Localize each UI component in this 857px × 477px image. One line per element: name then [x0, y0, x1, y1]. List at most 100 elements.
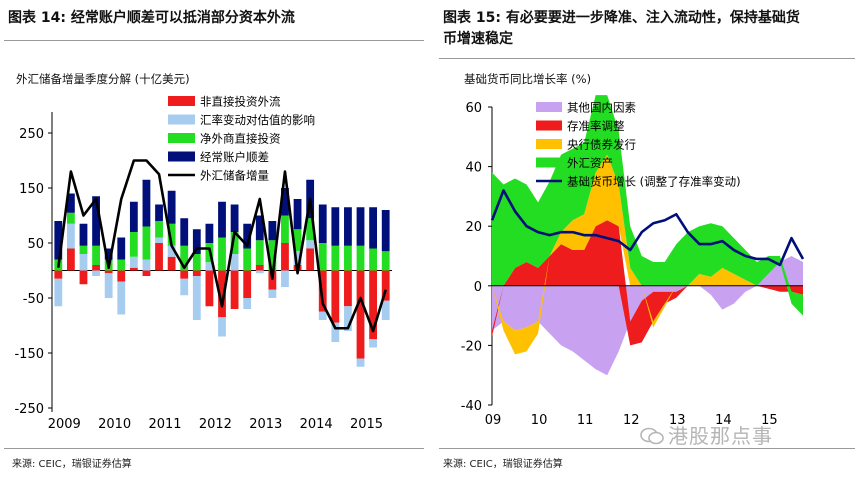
right-x-tick-label: 15: [761, 413, 778, 428]
watermark: 港股那点事: [640, 420, 773, 449]
bar-segment: [318, 243, 327, 271]
right-figure-title-line2: 币增速稳定: [443, 31, 513, 47]
area-series: [492, 220, 803, 346]
bar-segment: [268, 270, 277, 290]
bar-segment: [268, 240, 277, 271]
legend-swatch: [168, 151, 195, 162]
bar-segment: [54, 278, 63, 307]
bar-segment: [192, 270, 201, 276]
bar-segment: [218, 201, 226, 238]
bar-segment: [205, 270, 214, 307]
bar-segment: [92, 196, 100, 246]
left-x-tick-label: 2015: [350, 417, 383, 432]
bar-segment: [192, 276, 201, 320]
bar-segment: [293, 199, 302, 230]
bar-segment: [155, 237, 163, 243]
bar-segment: [318, 204, 327, 243]
legend-label: 基础货币增长 (调整了存准率变动): [567, 175, 741, 189]
bar-segment: [369, 207, 378, 249]
bar-segment: [230, 232, 239, 254]
bar-segment: [243, 248, 252, 271]
bar-segment: [155, 243, 163, 271]
bar-segment: [54, 270, 63, 279]
right-x-tick-label: 12: [623, 413, 640, 428]
left-source-note: 来源: CEIC，瑞银证券估算: [12, 459, 132, 470]
bar-segment: [331, 270, 340, 323]
bar-segment: [205, 262, 214, 271]
base-money-growth-line: [490, 189, 805, 267]
bar-segment: [142, 179, 151, 227]
bar-segment: [268, 221, 277, 241]
bar-segment: [306, 218, 315, 241]
legend-label: 其他国内因素: [567, 101, 636, 115]
bar-segment: [79, 254, 88, 271]
bar-segment: [192, 254, 201, 271]
bar-segment: [344, 306, 352, 331]
bar-segment: [255, 240, 264, 265]
legend-swatch: [536, 102, 562, 112]
legend-label: 央行债券发行: [567, 138, 636, 152]
legend-swatch: [168, 133, 195, 143]
left-y-tick-label: -150: [14, 347, 44, 362]
bar-segment: [129, 232, 138, 257]
bar-segment: [255, 215, 264, 241]
bar-segment: [381, 251, 390, 271]
area-series: [492, 154, 803, 355]
bar-segment: [92, 245, 100, 265]
left-title-rule: [4, 40, 424, 41]
bar-segment: [167, 245, 176, 257]
right-x-tick-label: 10: [531, 413, 548, 428]
right-title-rule: [439, 58, 855, 59]
bar-segment: [255, 270, 264, 274]
legend-swatch: [168, 96, 195, 106]
right-chart-panel: 图表 15: 有必要要进一步降准、注入流动性，保持基础货 币增速稳定 基础货币同…: [437, 0, 857, 477]
bar-segment: [381, 300, 390, 320]
reserve-increase-line: [57, 159, 387, 333]
left-y-tick-label: 50: [27, 237, 44, 252]
bar-segment: [180, 218, 189, 246]
bar-segment: [180, 270, 189, 279]
legend-label: 汇率变动对估值的影响: [200, 113, 315, 127]
bar-segment: [117, 270, 126, 282]
bar-segment: [129, 267, 138, 271]
bar-segment: [293, 251, 302, 265]
bar-segment: [66, 212, 75, 224]
bar-segment: [104, 248, 113, 260]
watermark-text: 港股那点事: [668, 424, 773, 448]
bar-segment: [142, 270, 151, 276]
bar-segment: [54, 221, 63, 260]
right-x-tick-label: 11: [577, 413, 594, 428]
legend-swatch: [536, 139, 562, 149]
bar-segment: [306, 240, 315, 249]
bar-segment: [205, 223, 214, 243]
bar-segment: [230, 270, 239, 309]
bar-segment: [117, 259, 126, 271]
bar-segment: [192, 229, 201, 254]
bar-segment: [218, 270, 226, 318]
left-x-tick-label: 2010: [98, 417, 131, 432]
bar-segment: [268, 289, 277, 298]
bar-segment: [129, 256, 138, 268]
bar-segment: [230, 204, 239, 232]
bar-segment: [218, 317, 226, 337]
right-x-tick-label: 09: [485, 413, 502, 428]
left-x-tick-label: 2013: [249, 417, 282, 432]
bar-segment: [167, 190, 176, 224]
bar-segment: [92, 270, 100, 276]
bar-segment: [66, 193, 75, 213]
bar-segment: [66, 223, 75, 249]
bar-segment: [79, 245, 88, 254]
bar-segment: [243, 270, 252, 298]
bar-segment: [92, 265, 100, 271]
legend-label: 外汇资产: [567, 156, 613, 170]
left-y-tick-label: -250: [14, 402, 44, 417]
bar-segment: [230, 254, 239, 271]
bar-segment: [318, 311, 327, 320]
legend-label: 经常账户顺差: [200, 150, 269, 164]
bar-segment: [218, 237, 226, 271]
left-x-tick-label: 2009: [48, 417, 81, 432]
right-y-tick-label: 0: [474, 280, 482, 295]
bar-segment: [331, 322, 340, 342]
bar-segment: [281, 243, 289, 271]
